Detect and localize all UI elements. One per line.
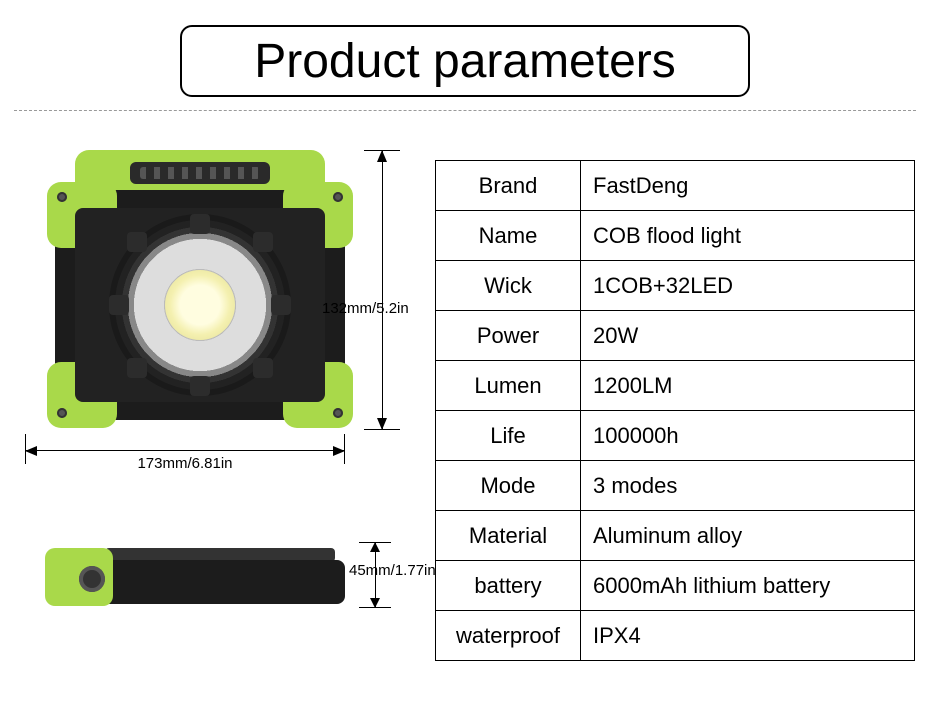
dimension-depth: 45mm/1.77in [355,542,445,608]
spec-table: BrandFastDeng NameCOB flood light Wick1C… [435,160,915,661]
table-row: Lumen1200LM [436,361,915,411]
spec-key: Brand [436,161,581,211]
spec-value: 6000mAh lithium battery [581,561,915,611]
spec-value: FastDeng [581,161,915,211]
product-front-view [35,150,365,430]
spec-key: Lumen [436,361,581,411]
product-grip [130,162,270,184]
spec-value: Aluminum alloy [581,511,915,561]
table-row: BrandFastDeng [436,161,915,211]
spec-table-container: BrandFastDeng NameCOB flood light Wick1C… [435,160,915,661]
table-row: Wick1COB+32LED [436,261,915,311]
spec-value: 100000h [581,411,915,461]
dimension-depth-label: 45mm/1.77in [349,562,436,579]
spec-key: Name [436,211,581,261]
side-body [95,560,345,604]
spec-value: 1200LM [581,361,915,411]
dimension-width-label: 173mm/6.81in [25,455,345,472]
title-divider [14,110,916,111]
side-handle [45,548,113,606]
dimension-height-label: 132mm/5.2in [322,300,409,317]
table-row: Mode3 modes [436,461,915,511]
product-body [55,190,345,420]
spec-value: 1COB+32LED [581,261,915,311]
table-row: MaterialAluminum alloy [436,511,915,561]
table-row: waterproofIPX4 [436,611,915,661]
table-row: NameCOB flood light [436,211,915,261]
spec-key: Life [436,411,581,461]
spec-key: battery [436,561,581,611]
spec-key: Material [436,511,581,561]
table-row: battery6000mAh lithium battery [436,561,915,611]
spec-key: Mode [436,461,581,511]
spec-key: Power [436,311,581,361]
product-face [75,208,325,402]
spec-key: Wick [436,261,581,311]
cob-core [165,270,235,340]
spec-key: waterproof [436,611,581,661]
spec-value: COB flood light [581,211,915,261]
cob-lens [115,220,285,390]
dimension-width: 173mm/6.81in [25,450,345,472]
product-side-view [45,530,345,620]
spec-value: IPX4 [581,611,915,661]
spec-value: 3 modes [581,461,915,511]
title-box: Product parameters [180,25,750,97]
table-row: Power20W [436,311,915,361]
page-title: Product parameters [254,34,676,89]
spec-value: 20W [581,311,915,361]
table-row: Life100000h [436,411,915,461]
dimension-height: 132mm/5.2in [360,150,430,430]
